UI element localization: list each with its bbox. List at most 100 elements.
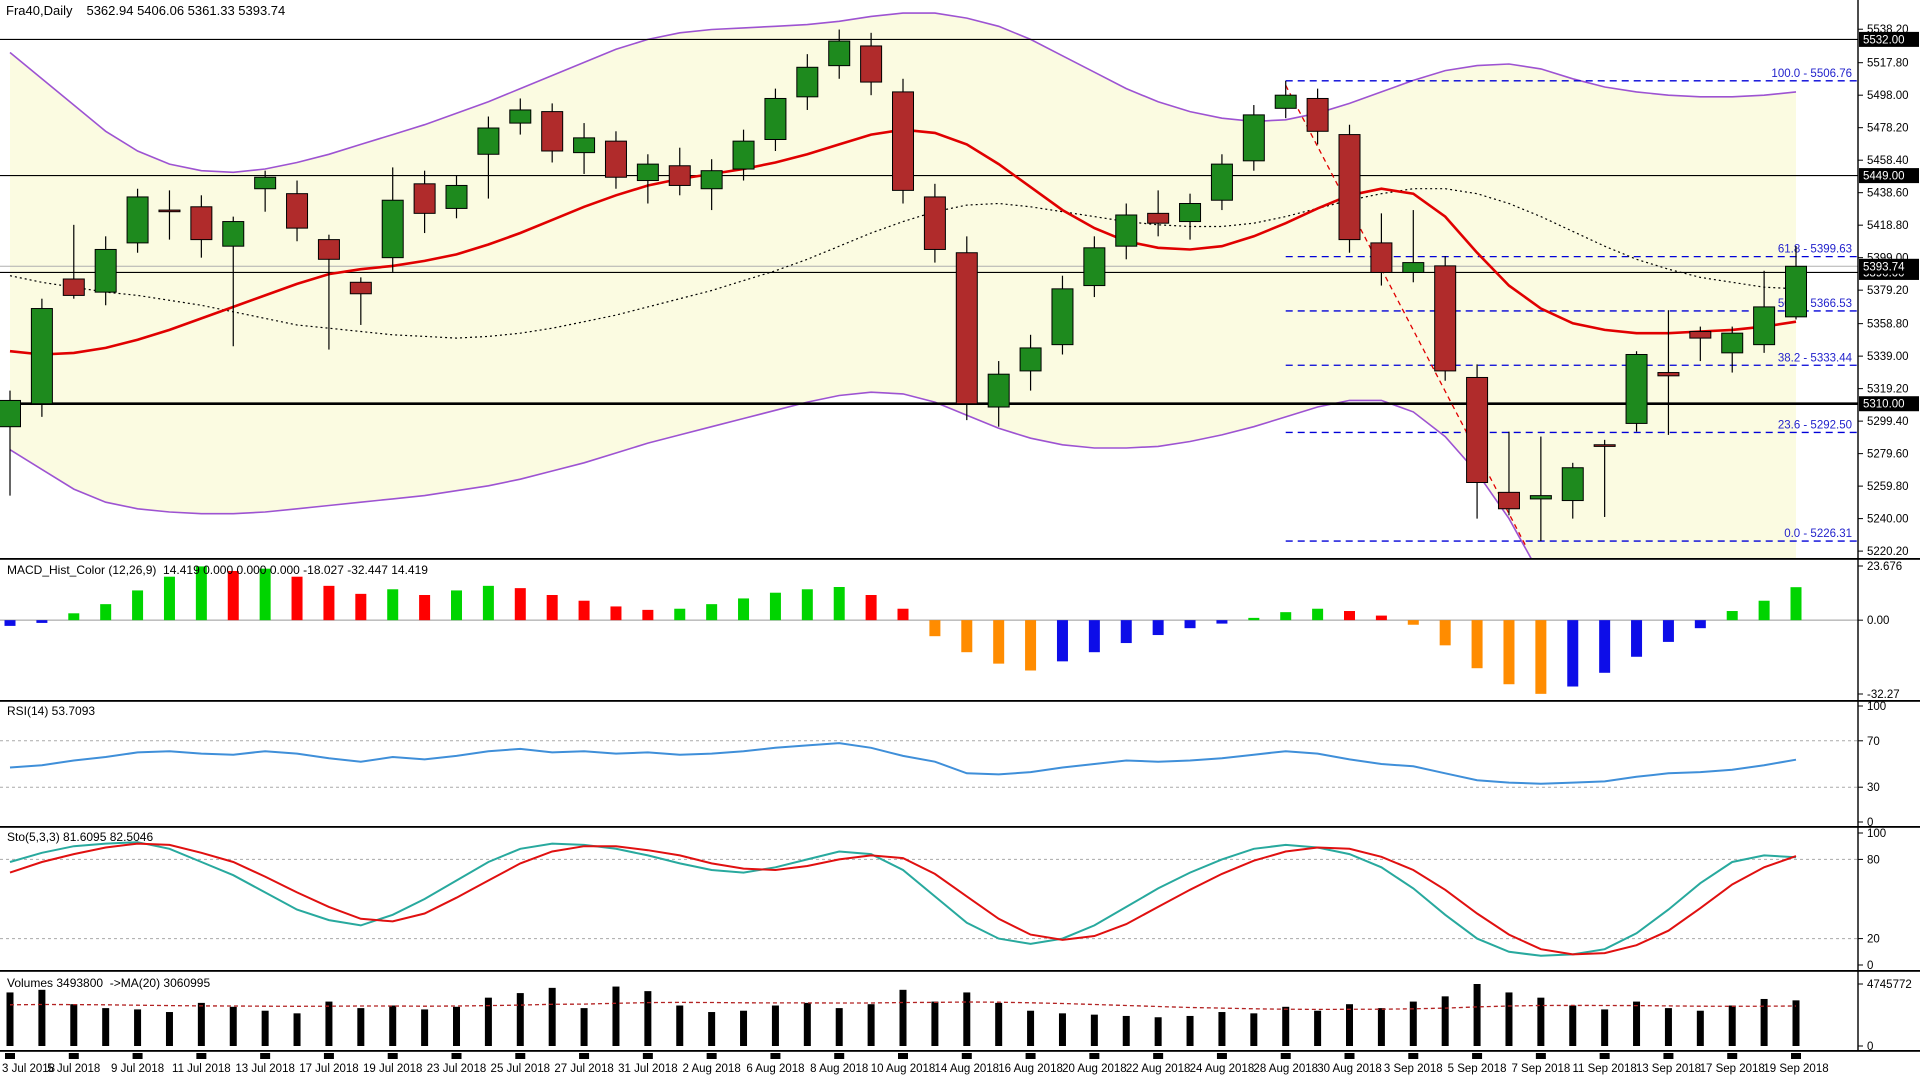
price-axis-label: 5379.20 (1867, 285, 1909, 297)
date-label: 17 Sep 2018 (1700, 1063, 1765, 1075)
candle-body (796, 66, 819, 98)
macd-histogram-bar (1407, 620, 1419, 625)
candle-body (126, 196, 149, 244)
volume-axis-label: 4745772 (1867, 979, 1912, 991)
volume-bar (1314, 1010, 1322, 1046)
volume-bar (676, 1005, 684, 1046)
candle-body (1147, 212, 1170, 224)
rsi-axis-label: 30 (1867, 782, 1880, 794)
date-tick (260, 1053, 271, 1059)
symbol-title: Fra40,Daily 5362.94 5406.06 5361.33 5393.… (6, 3, 285, 18)
macd-histogram-bar (482, 585, 494, 621)
sto-k-line (9, 841, 1797, 957)
date-label: 27 Jul 2018 (554, 1063, 613, 1075)
date-label: 14 Aug 2018 (934, 1063, 999, 1075)
macd-histogram-bar (1471, 620, 1483, 669)
volume-bar (1664, 1008, 1672, 1046)
price-axis-label: 5220.20 (1867, 546, 1909, 558)
sto-axis-label: 100 (1867, 828, 1886, 840)
volume-bar (803, 1002, 811, 1046)
date-tick (1535, 1053, 1546, 1059)
date-label: 8 Aug 2018 (810, 1063, 868, 1075)
candle-body (732, 140, 755, 170)
macd-histogram-bar (865, 595, 877, 621)
volume-bar (931, 1001, 939, 1046)
date-label: 9 Jul 2018 (111, 1063, 164, 1075)
candle-body (1434, 265, 1457, 372)
candle-body (1657, 372, 1680, 377)
sto-axis-label: 80 (1867, 854, 1880, 866)
candle-body (1529, 495, 1552, 500)
price-axis-label: 5517.80 (1867, 58, 1909, 70)
volume-bar (740, 1010, 748, 1046)
macd-histogram-bar (1088, 620, 1100, 653)
pane-separator (0, 558, 1920, 560)
candle-body (1466, 376, 1489, 484)
candle-body (445, 184, 468, 209)
volume-bar (261, 1010, 269, 1046)
macd-histogram-bar (769, 592, 781, 621)
macd-pane (0, 566, 1858, 694)
macd-histogram-bar (546, 595, 558, 621)
macd-histogram-bar (929, 620, 941, 637)
price-axis-label: 5299.40 (1867, 416, 1909, 428)
candle-body (62, 278, 85, 296)
macd-histogram-bar (259, 568, 271, 621)
volumes-indicator-label: Volumes 3493800 ->MA(20) 3060995 (7, 976, 211, 990)
volume-bar (389, 1005, 397, 1046)
volume-bar (1122, 1015, 1130, 1046)
candle-body (0, 399, 21, 428)
volume-bar (1377, 1008, 1385, 1046)
macd-histogram-bar (1503, 620, 1515, 685)
price-level-tag-bg (1859, 168, 1919, 184)
bollinger-upper-band (9, 12, 1797, 174)
date-tick (451, 1053, 462, 1059)
date-tick (642, 1053, 653, 1059)
volume-bar (38, 989, 46, 1046)
volume-bar (165, 1012, 173, 1046)
macd-histogram-bar (323, 585, 335, 621)
sto-axis-label: 0 (1867, 960, 1873, 972)
fib-level-label: 100.0 - 5506.76 (1771, 68, 1852, 80)
macd-histogram-bar (1599, 620, 1611, 673)
price-axis[interactable]: 5538.205517.805498.005478.205458.405438.… (1857, 0, 1919, 1053)
date-tick (196, 1053, 207, 1059)
macd-histogram-bar (1375, 615, 1387, 621)
volume-bar (612, 986, 620, 1046)
volume-bar (453, 1006, 461, 1046)
volume-bar (229, 1006, 237, 1046)
candle-body (860, 45, 883, 83)
candle-body (541, 111, 564, 152)
candle-body (892, 91, 915, 191)
candle-body (1561, 467, 1584, 502)
date-tick (579, 1053, 590, 1059)
candle-body (923, 196, 946, 250)
candle-body (1785, 265, 1808, 318)
volume-bar (1537, 997, 1545, 1046)
volume-bar (1282, 1006, 1290, 1046)
candle-body (1497, 491, 1520, 510)
date-label: 23 Jul 2018 (427, 1063, 486, 1075)
date-label: 20 Aug 2018 (1062, 1063, 1127, 1075)
date-tick (1663, 1053, 1674, 1059)
pane-separator (0, 700, 1920, 702)
volume-bar (1601, 1009, 1609, 1046)
macd-histogram-bar (227, 570, 239, 621)
macd-histogram-bar (1535, 620, 1547, 694)
volume-bar (548, 987, 556, 1046)
macd-histogram-bar (993, 620, 1005, 664)
macd-histogram-bar (1694, 620, 1706, 629)
candle-body (1179, 203, 1202, 223)
macd-histogram-bar (738, 598, 750, 621)
macd-histogram-bar (36, 620, 48, 623)
volume-bar (1090, 1014, 1098, 1046)
date-tick (68, 1053, 79, 1059)
price-level-tag-bg (1859, 396, 1919, 412)
rsi-indicator-label: RSI(14) 53.7093 (7, 704, 96, 718)
macd-histogram-bar (1567, 620, 1579, 687)
date-tick (1472, 1053, 1483, 1059)
volume-bar (357, 1008, 365, 1046)
fib-level-label: 23.6 - 5292.50 (1778, 419, 1852, 431)
